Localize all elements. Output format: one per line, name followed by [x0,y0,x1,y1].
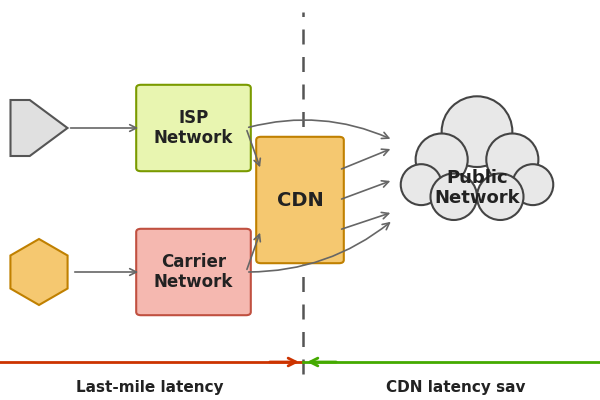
Text: CDN: CDN [277,190,323,210]
Text: Carrier
Network: Carrier Network [154,253,233,291]
Text: ISP
Network: ISP Network [154,109,233,148]
FancyBboxPatch shape [256,137,344,263]
FancyBboxPatch shape [136,85,251,171]
Text: Public
Network: Public Network [434,169,520,207]
Ellipse shape [477,174,523,220]
Ellipse shape [416,134,468,186]
Ellipse shape [431,174,477,220]
Polygon shape [11,100,67,156]
Polygon shape [347,106,600,217]
Ellipse shape [512,164,553,205]
Ellipse shape [442,96,512,167]
Text: Last-mile latency: Last-mile latency [76,380,224,395]
Polygon shape [10,239,68,305]
Ellipse shape [487,134,538,186]
Text: CDN latency sav: CDN latency sav [386,380,526,395]
Ellipse shape [401,164,442,205]
FancyBboxPatch shape [136,229,251,315]
